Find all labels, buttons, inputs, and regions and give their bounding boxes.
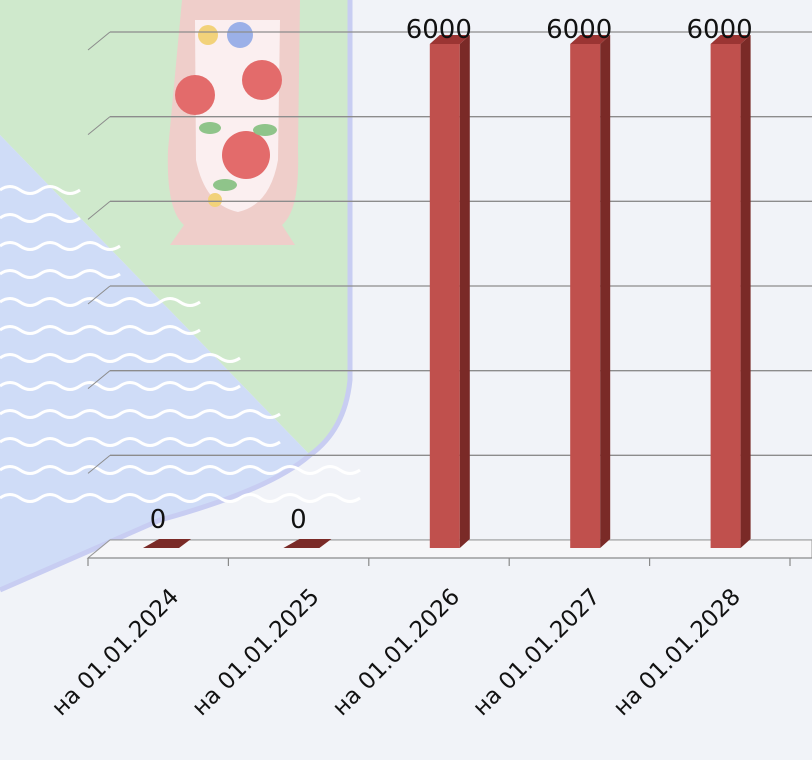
category-label: на 01.01.2028 [609,584,746,721]
gridline-depth [87,370,111,390]
bar [283,539,332,548]
wave-line [0,381,241,391]
bar [429,35,470,548]
wave-line [0,493,361,503]
wave-line [0,185,81,195]
wave-line [0,325,201,335]
bar-zero [283,539,332,548]
category-label: на 01.01.2027 [468,584,605,721]
data-label: 6000 [406,15,472,45]
category-label: на 01.01.2026 [328,584,465,721]
bar [710,35,751,548]
wave-line [0,437,281,447]
wave-line [0,409,281,419]
gridline-depth [87,454,111,474]
category-label: на 01.01.2025 [187,584,324,721]
bar-front [710,44,741,548]
wave-line [0,297,201,307]
bar-zero [143,539,191,548]
data-label: 6000 [546,15,612,45]
wave-line [0,465,361,475]
gridline-depth [87,285,111,305]
category-label: на 01.01.2024 [47,584,184,721]
bar-side [459,35,470,548]
bar-top [710,35,751,44]
gridline-depth [87,31,111,51]
wave-line [0,213,81,223]
wave-pattern [0,185,361,503]
bar-top [429,35,470,44]
wave-line [0,353,241,363]
emblem-watermark [0,0,361,593]
painted-vase-icon [167,0,300,245]
data-label: 0 [290,505,307,535]
bar-side [600,35,611,548]
data-label: 6000 [687,15,753,45]
wave-line [0,241,121,251]
bar-side [740,35,751,548]
data-label: 0 [150,505,167,535]
emblem-border [0,0,353,593]
bar [570,35,611,548]
bar-top [570,35,611,44]
bar-front [429,44,460,548]
bar [143,539,191,548]
gridline-depth [87,116,111,136]
bar-front [570,44,601,548]
gridline-depth [87,200,111,220]
wave-line [0,269,121,279]
